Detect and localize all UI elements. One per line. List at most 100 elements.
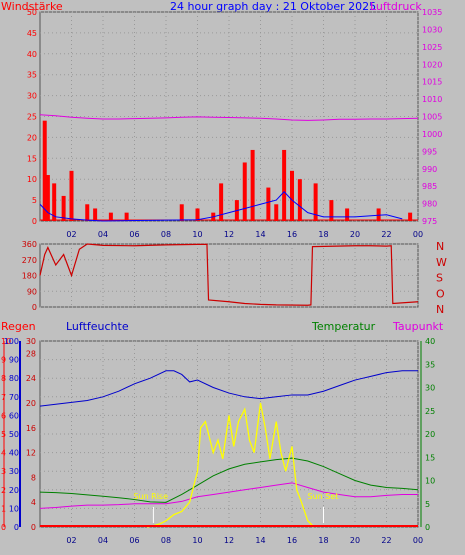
panel1-x-tick-label: 20 (350, 230, 360, 239)
panel1-left-tick-label: 15 (27, 154, 37, 163)
panel1-left-tick-label: 40 (27, 50, 37, 59)
panel2-left-tick-label: 0 (32, 303, 37, 312)
wind-bar (195, 208, 200, 221)
regen-tick-label: 0 (1, 523, 6, 532)
wind-bar (345, 208, 350, 221)
panel2-compass-label: N (436, 240, 444, 253)
solar-line (146, 402, 315, 528)
dewpoint-axis-tick-label: 24 (26, 374, 36, 383)
wind-bar (124, 212, 129, 221)
wind-bar (61, 195, 66, 221)
humidity-tick-label: 0 (14, 523, 19, 532)
humidity-tick-label: 100 (4, 337, 19, 346)
temperature-tick-label: 10 (425, 477, 435, 486)
wind-bar (69, 170, 74, 221)
temperature-tick-label: 5 (425, 500, 430, 509)
regen-tick-label: 1 (1, 504, 6, 513)
panel1-right-tick-label: 975 (422, 217, 437, 226)
wind-bar (179, 204, 184, 221)
panel3-x-tick-label: 02 (66, 536, 76, 545)
panel3-x-tick-label: 12 (224, 536, 234, 545)
panel3-x-tick-label: 04 (98, 536, 108, 545)
wind-bar (274, 204, 279, 221)
regen-tick-label: 6 (1, 411, 6, 420)
wind-bar (52, 183, 57, 221)
panel2-left-tick-label: 360 (22, 240, 37, 249)
panel1-left-tick-label: 20 (27, 133, 37, 142)
humidity-tick-label: 60 (9, 411, 19, 420)
windstaerke-label: Windstärke (1, 0, 63, 13)
wind-bar (42, 120, 47, 221)
panel3-x-tick-label: 00 (413, 536, 423, 545)
sun-set-label: Sun Set (308, 492, 339, 501)
regen-tick-label: 4 (1, 449, 6, 458)
dewpoint-axis-tick-label: 30 (26, 337, 36, 346)
panel3-x-tick-label: 18 (318, 536, 328, 545)
panel1-right-tick-label: 985 (422, 182, 437, 191)
dewpoint-axis-tick-label: 0 (31, 523, 36, 532)
wind-bar (219, 183, 224, 221)
dewpoint-axis-tick-label: 12 (26, 449, 36, 458)
humidity-line (39, 370, 418, 407)
regen-tick-label: 2 (1, 486, 6, 495)
humidity-tick-label: 30 (9, 467, 19, 476)
regen-label: Regen (1, 320, 36, 333)
panel1-right-tick-label: 1015 (422, 78, 442, 87)
dewpoint-axis-tick-label: 20 (26, 399, 36, 408)
panel1-left-tick-label: 0 (32, 217, 37, 226)
regen-tick-label: 8 (1, 374, 6, 383)
wind-bar (45, 175, 50, 221)
dewpoint-line (39, 482, 418, 509)
panel3-x-tick-label: 08 (161, 536, 171, 545)
panel1-x-tick-label: 00 (413, 230, 423, 239)
panel3-x-tick-label: 16 (287, 536, 297, 545)
panel1-right-tick-label: 1030 (422, 25, 442, 34)
temperature-tick-label: 0 (425, 523, 430, 532)
wind-bar (376, 208, 381, 221)
temperature-line (39, 457, 419, 503)
panel1-right-tick-label: 1025 (422, 43, 442, 52)
panel1-x-tick-label: 12 (224, 230, 234, 239)
humidity-tick-label: 80 (9, 374, 19, 383)
panel1-left-tick-label: 25 (27, 113, 37, 122)
panel1-right-tick-label: 1035 (422, 8, 442, 17)
temperature-tick-label: 20 (425, 430, 435, 439)
panel1-right-tick-label: 1005 (422, 113, 442, 122)
wind-bar (290, 170, 294, 221)
dewpoint-axis-tick-label: 16 (26, 424, 36, 433)
regen-tick-label: 5 (1, 430, 6, 439)
temperature-tick-label: 15 (425, 453, 435, 462)
panel2-left-tick-label: 90 (27, 287, 37, 296)
panel1-x-tick-label: 04 (98, 230, 108, 239)
humidity-tick-label: 70 (9, 393, 19, 402)
regen-tick-label: 10 (1, 337, 11, 346)
wind-bar (329, 200, 334, 221)
panel1-left-tick-label: 10 (27, 175, 37, 184)
panel2-compass-label: S (436, 272, 443, 285)
wind-bar (108, 212, 113, 221)
wind-bar (85, 204, 90, 221)
panel1-left-tick-label: 35 (27, 71, 37, 80)
dewpoint-axis-tick-label: 8 (31, 473, 36, 482)
panel1-x-tick-label: 08 (161, 230, 171, 239)
humidity-tick-label: 20 (9, 486, 19, 495)
wind-bar (313, 183, 318, 221)
panel2-compass-label: N (436, 303, 444, 316)
regen-tick-label: 3 (1, 467, 6, 476)
temperature-tick-label: 30 (425, 384, 435, 393)
chart-title: 24 hour graph day : 21 Oktober 2025 (170, 0, 377, 13)
humidity-tick-label: 50 (9, 430, 19, 439)
panel1-x-tick-label: 06 (129, 230, 139, 239)
wind-bar (408, 212, 413, 221)
temperature-tick-label: 40 (425, 337, 435, 346)
luftfeuchte-label: Luftfeuchte (66, 320, 129, 333)
wind-bar (93, 208, 98, 221)
panel2-compass-label: O (436, 287, 445, 300)
panel1-right-tick-label: 1010 (422, 95, 442, 104)
wind-bar (266, 187, 271, 221)
panel1-right-tick-label: 990 (422, 165, 437, 174)
regen-tick-label: 9 (1, 356, 6, 365)
panel1-right-tick-label: 995 (422, 147, 437, 156)
regen-tick-label: 7 (1, 393, 6, 402)
